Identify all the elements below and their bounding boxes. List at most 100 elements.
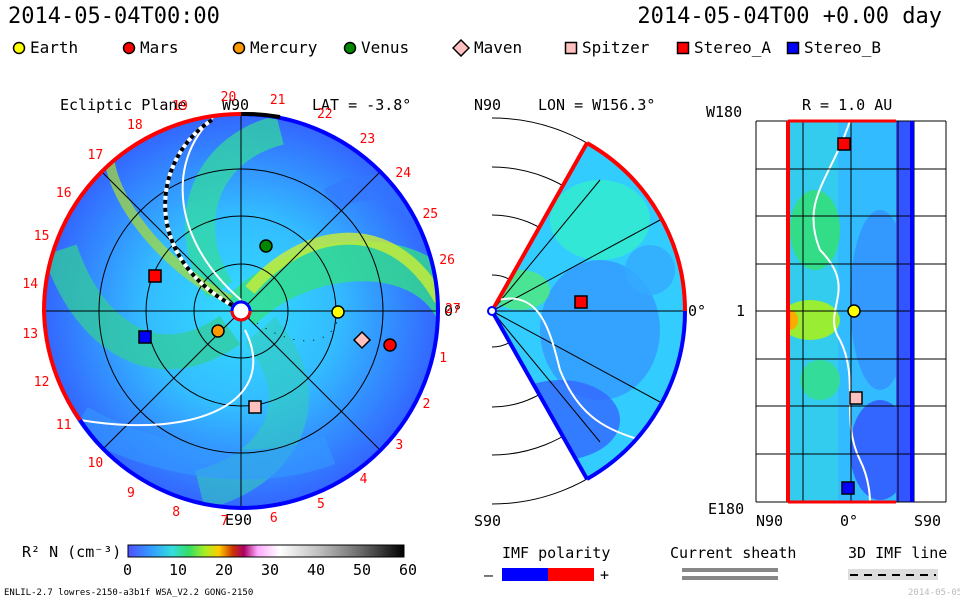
ecliptic-latitude: LAT = -3.8° [312,96,412,114]
imf-3d-line-title: 3D IMF line [848,544,948,562]
carrington-label: 13 [22,326,39,342]
carrington-label: 22 [316,107,333,123]
density-colorbar [127,544,405,558]
stereo-a-marker [148,269,162,283]
timestamp-title: 2014-05-04T00:00 [8,4,220,29]
carrington-label: 11 [55,418,72,434]
radius-left-label: 1 [736,302,746,320]
carrington-label: 12 [33,374,50,390]
stereo-b-marker-radius [841,481,855,495]
carrington-label: 8 [172,505,181,521]
legend-stereo-a: Stereo_A [676,38,771,57]
legend-venus: Venus [343,38,409,57]
mars-marker-icon [122,41,136,54]
mercury-marker-icon [232,41,246,54]
earth-marker-icon [12,41,26,54]
legend-label: Stereo_B [804,38,882,57]
radius-bottom-label: E180 [708,500,745,518]
carrington-label: 21 [269,93,286,109]
mercury-marker [211,324,225,338]
imf-negative-swatch [502,568,548,581]
carrington-label: 10 [87,456,104,472]
carrington-label: 5 [316,496,325,512]
carrington-label: 27 [445,302,461,317]
colorbar-tick-label: 20 [215,561,234,579]
maven-marker [352,330,372,350]
stereo-b-marker [138,330,152,344]
stereo-a-marker-icon [676,41,690,54]
carrington-label: 18 [127,118,143,134]
carrington-label: 25 [422,206,439,222]
legend-maven: Maven [452,38,522,57]
legend-mars: Mars [122,38,179,57]
carrington-label: 16 [55,185,72,201]
mars-marker [383,338,397,352]
stereo-b-marker-icon [786,41,800,54]
colorbar-tick-label: 0 [123,561,133,579]
carrington-label: 23 [359,131,376,147]
carrington-label: 20 [220,90,237,106]
colorbar-tick-label: 30 [261,561,280,579]
ecliptic-bottom-label: E90 [225,511,253,529]
carrington-label: 19 [172,98,188,114]
colorbar-tick-label: 50 [353,561,372,579]
colorbar-tick-label: 40 [307,561,326,579]
meridional-plane-panel [487,117,687,505]
meridional-bottom-label: S90 [474,512,502,530]
current-sheath-title: Current sheath [670,544,797,562]
radius-x-label-s90: S90 [914,512,942,530]
carrington-label: 24 [395,165,412,181]
maven-marker-icon [452,38,470,57]
carrington-label: 1 [439,350,448,366]
earth-marker [331,305,345,319]
meridional-right-label: 0° [688,302,707,320]
radius-x-label-0: 0° [840,512,859,530]
spitzer-marker-icon [564,41,578,54]
imf-polarity-title: IMF polarity [502,544,611,562]
legend-label: Earth [30,38,79,57]
stereo-a-marker-meridional [574,295,588,309]
model-info-footer: ENLIL-2.7 lowres-2150-a3b1f WSA_V2.2 GON… [4,588,254,598]
elapsed-time-title: 2014-05-04T00 +0.00 day [637,4,942,29]
ecliptic-plane-title: Ecliptic Plane [60,96,187,114]
colorbar-tick-label: 60 [399,561,418,579]
ecliptic-plane-panel [41,111,441,511]
carrington-label: 9 [127,485,135,501]
imf-positive-swatch [548,568,594,581]
legend-label: Mars [140,38,179,57]
radius-x-label-n90: N90 [756,512,784,530]
earth-marker-radius [847,304,861,318]
object-legend: Earth Mars Mercury Venus Maven Spitzer S… [0,38,960,60]
legend-label: Maven [474,38,523,57]
meridional-longitude: LON = W156.3° [538,96,656,114]
carrington-label: 2 [422,397,431,413]
radius-top-label: W180 [706,103,743,121]
radius-title: R = 1.0 AU [802,96,893,114]
venus-marker [259,239,273,253]
carrington-label: 3 [395,438,404,454]
ecliptic-right-label: 0° [444,302,463,320]
imf-minus-label: – [484,566,494,584]
legend-stereo-b: Stereo_B [786,38,881,57]
legend-mercury: Mercury [232,38,317,57]
ecliptic-top-label: W90 [222,96,250,114]
carrington-label: 15 [33,229,50,245]
legend-earth: Earth [12,38,78,57]
radius-panel [755,119,947,504]
carrington-label: 17 [87,147,104,163]
carrington-label: 6 [269,510,278,526]
carrington-label: 7 [220,513,229,529]
footer-date: 2014-05-05 [908,588,960,598]
legend-label: Venus [361,38,410,57]
imf-plus-label: + [600,566,610,584]
colorbar-label: R² N (cm⁻³) [22,543,122,561]
legend-label: Mercury [250,38,318,57]
colorbar-tick-label: 10 [169,561,188,579]
stereo-a-marker-radius [837,137,851,151]
legend-label: Spitzer [582,38,650,57]
carrington-label: 14 [22,277,39,293]
venus-marker-icon [343,41,357,54]
spitzer-marker-radius [849,391,863,405]
legend-spitzer: Spitzer [564,38,649,57]
